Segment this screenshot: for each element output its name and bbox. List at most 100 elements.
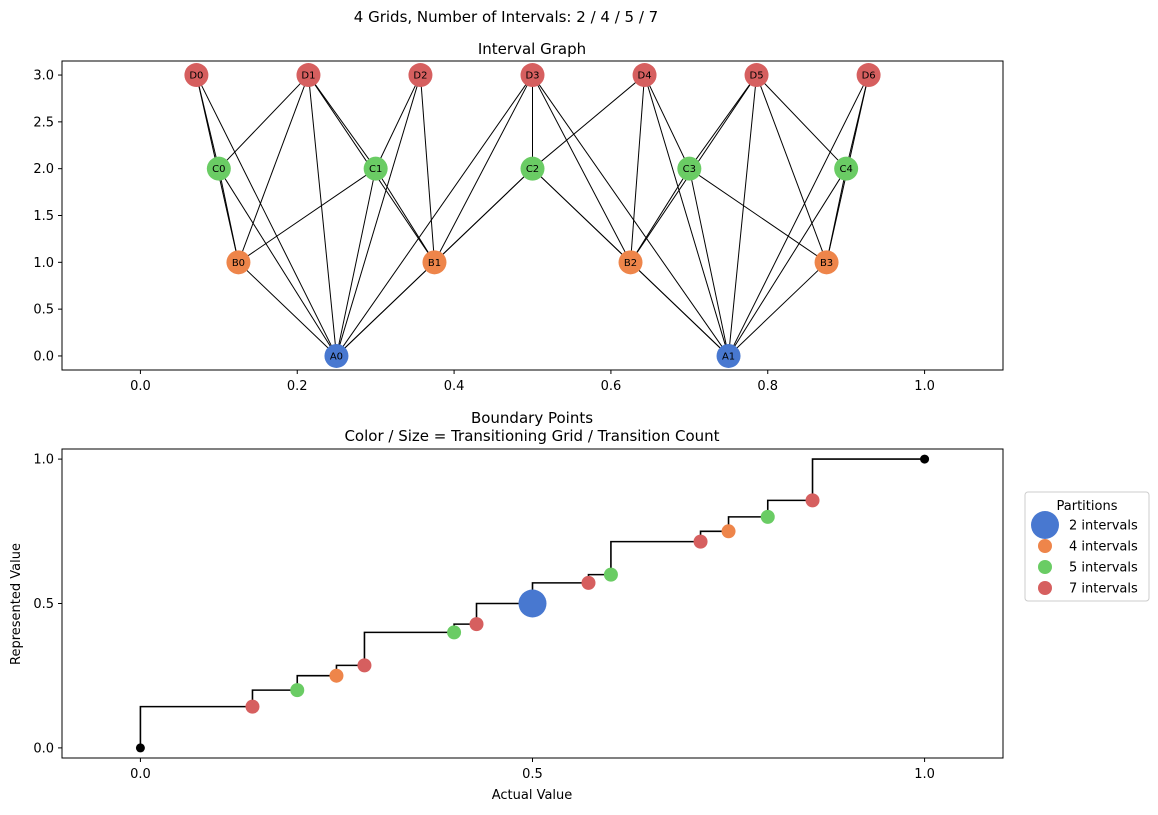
graph-node-label: D4 [638,71,652,82]
graph-edge [238,168,376,263]
y-tick-label: 3.0 [33,69,54,84]
graph-edge [532,74,645,170]
graph-node-label: C0 [212,164,225,175]
boundary-point [329,668,344,683]
graph-node [716,343,741,368]
graph-edge [756,74,847,170]
graph-edge [335,74,421,357]
graph-node-label: B0 [232,258,245,269]
graph-edge [630,75,646,263]
graph-edge [689,168,827,263]
graph-node [677,156,702,181]
graph-node [520,156,545,181]
graph-node-label: D6 [862,71,876,82]
graph-edge [532,74,729,357]
graph-node [324,343,349,368]
graph-node-label: B3 [820,258,833,269]
graph-node [856,63,881,88]
legend-entries: 2 intervals 4 intervals 5 intervals 7 inter… [1031,511,1138,597]
boundary-point [581,575,596,590]
boundary-point [518,589,547,618]
figure-suptitle: 4 Grids, Number of Intervals: 2 / 4 / 5 … [354,8,658,26]
graph-node-label: C2 [526,164,539,175]
x-axis-ticks-top: 0.0 0.2 0.4 0.6 0.8 1.0 [130,370,935,394]
boundary-point [693,534,708,549]
graph-node [520,63,545,88]
graph-edge [238,261,337,357]
boundary-title-line2: Color / Size = Transitioning Grid / Tran… [344,427,719,445]
graph-node [206,156,231,181]
graph-edge [195,74,337,357]
graph-edge [756,74,828,263]
graph-edge [375,74,421,169]
boundary-point [469,617,484,632]
graph-edge [688,74,757,169]
y-axis-ticks-top: 0.0 0.5 1.0 1.5 2.0 2.5 3.0 [33,69,62,364]
legend-label: 2 intervals [1069,519,1138,534]
boundary-point [760,509,775,524]
graph-node-label: B2 [624,258,637,269]
graph-edge [419,75,435,263]
legend-marker [1038,539,1052,553]
y-tick-label: 1.5 [33,209,54,224]
graph-node [408,63,433,88]
y-tick-label: 0.5 [33,303,54,318]
graph-edge [630,168,690,263]
graph-node-label: C4 [839,164,852,175]
legend-marker [1031,511,1059,539]
y-tick-label: 1.0 [33,256,54,271]
endpoint-marker [920,454,930,464]
graph-edge [728,74,870,357]
graph-node-label: D3 [525,71,539,82]
graph-edge [335,168,377,357]
graph-edge [644,74,690,169]
y-tick-label: 2.5 [33,115,54,130]
graph-node-label: C1 [369,164,382,175]
graph-node-label: B1 [428,258,441,269]
boundary-point [447,625,462,640]
boundary-point [290,683,305,698]
y-tick-label: 0.0 [33,349,54,364]
graph-node-label: D5 [750,71,764,82]
graph-edge [532,74,631,263]
graph-node [226,250,251,275]
graph-node-label: C3 [683,164,696,175]
graph-edge [336,74,533,357]
x-tick-label: 0.0 [130,767,151,782]
legend-marker [1038,560,1052,574]
graph-node [632,63,657,88]
graph-edge [218,74,309,170]
boundary-point [357,658,372,673]
x-tick-label: 0.2 [287,379,308,394]
x-tick-label: 0.4 [444,379,465,394]
boundary-point [805,493,820,508]
graph-edge [218,168,337,357]
boundary-title-line1: Boundary Points [471,409,593,427]
legend-title: Partitions [1057,499,1118,514]
y-axis-ticks-bottom: 0.0 0.5 1.0 [33,453,62,756]
graph-edge [375,168,435,263]
y-tick-label: 0.0 [33,741,54,756]
legend-label: 4 intervals [1069,540,1138,555]
boundary-point [721,524,736,539]
legend-marker [1038,581,1052,595]
graph-edge [307,74,337,357]
graph-edges [195,74,870,357]
graph-node-label: D1 [301,71,315,82]
x-tick-label: 0.0 [130,379,151,394]
graph-edge [195,74,220,169]
graph-node [814,250,839,275]
graph-node [363,156,388,181]
graph-edge [434,168,533,263]
endpoint-marker [135,743,145,753]
x-axis-ticks-bottom: 0.0 0.5 1.0 [130,758,935,782]
boundary-point [245,699,260,714]
legend-label: 5 intervals [1069,561,1138,576]
graph-edge [644,74,730,357]
interval-graph-plot: Interval Graph A0 A1 B0 B1 B2 B3 C0 C1 C2 C3 C4 D0 D… [33,40,1004,394]
graph-node [744,63,769,88]
graph-node [184,63,209,88]
boundary-points-plot: Boundary Points Color / Size = Transitio… [9,409,1004,803]
interval-graph-title: Interval Graph [478,40,586,58]
